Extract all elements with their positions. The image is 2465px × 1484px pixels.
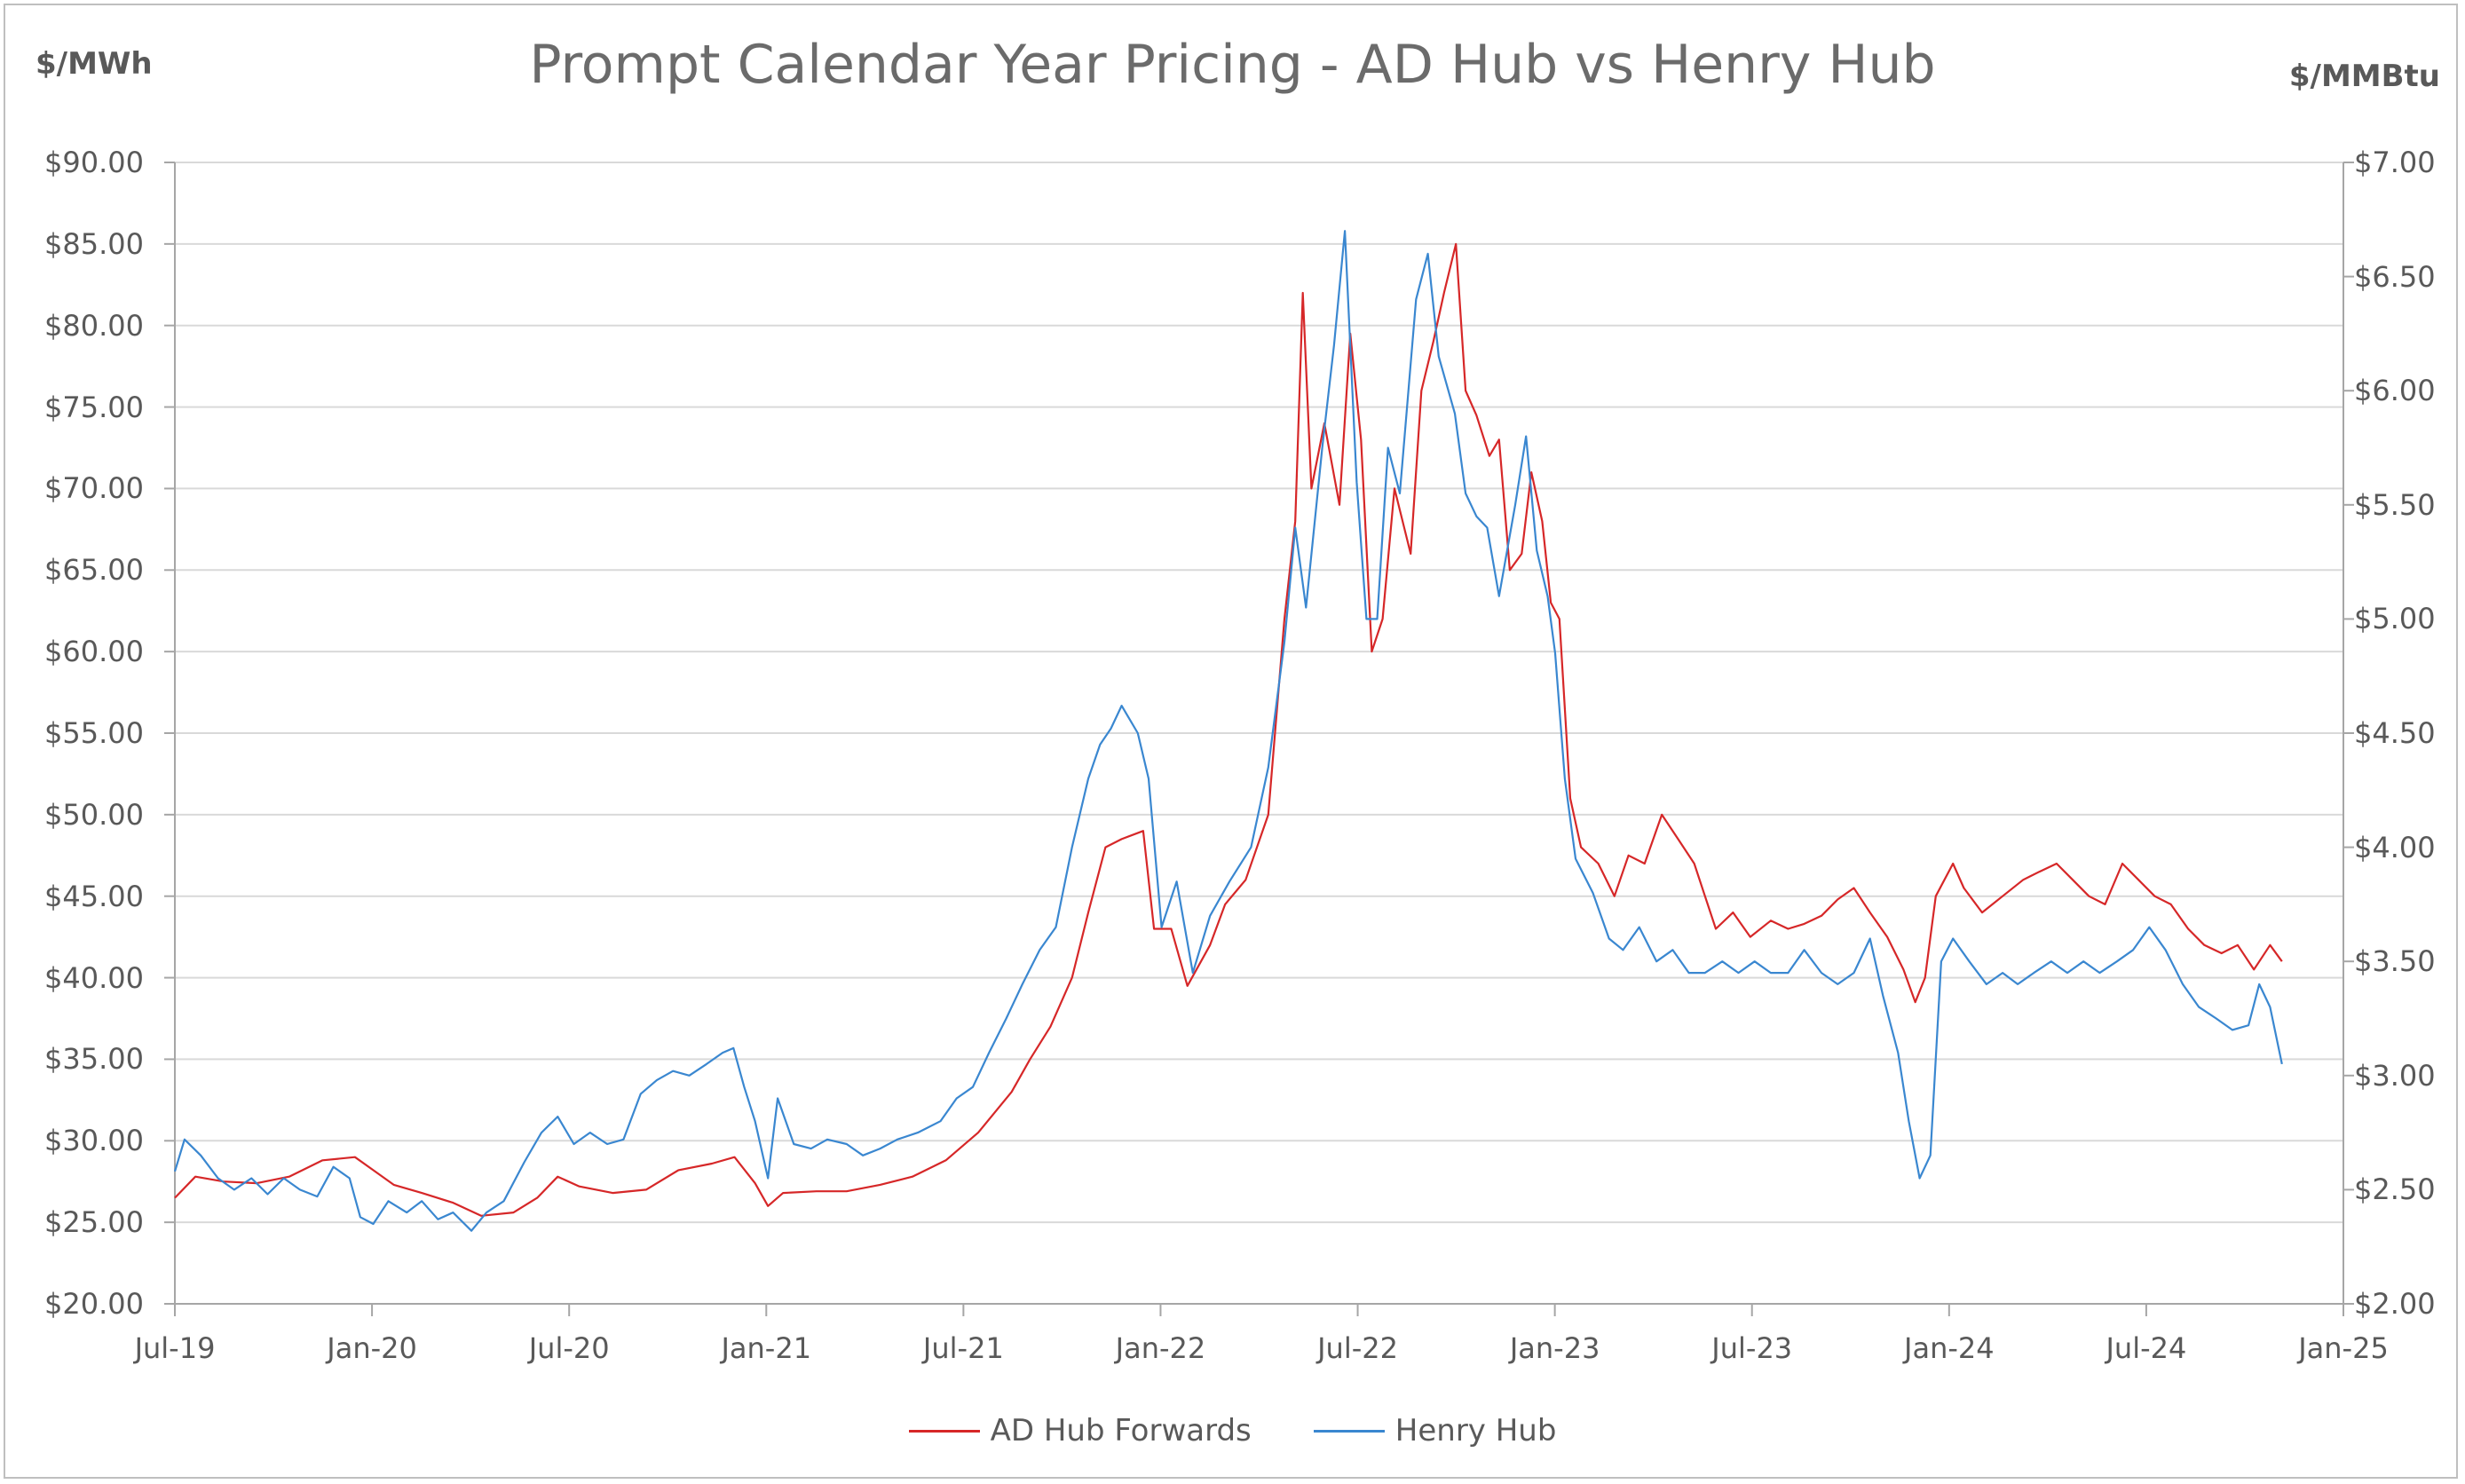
legend-label-ad-hub: AD Hub Forwards <box>990 1413 1252 1448</box>
legend-swatch-ad-hub <box>908 1429 980 1433</box>
right-tick-label: $7.00 <box>2354 146 2436 179</box>
left-tick-label: $85.00 <box>44 226 144 261</box>
x-tick-label: Jul-24 <box>2106 1331 2187 1365</box>
right-tick-label: $2.00 <box>2354 1287 2436 1321</box>
left-tick-label: $35.00 <box>44 1042 144 1077</box>
chart-frame <box>4 4 2458 1479</box>
right-axis-unit: $/MMBtu <box>2288 59 2440 94</box>
legend-item-ad-hub: AD Hub Forwards <box>908 1413 1252 1448</box>
left-tick-label: $70.00 <box>44 471 144 506</box>
left-tick-label: $65.00 <box>44 553 144 588</box>
chart-title: Prompt Calendar Year Pricing - AD Hub vs… <box>529 34 1936 96</box>
legend-item-henry-hub: Henry Hub <box>1313 1413 1557 1448</box>
right-tick-label: $3.50 <box>2354 944 2436 979</box>
x-tick-label: Jan-24 <box>1904 1331 1995 1365</box>
right-tick-label: $6.50 <box>2354 259 2436 294</box>
right-tick-label: $3.00 <box>2354 1058 2436 1093</box>
x-tick-label: Jul-21 <box>922 1331 1004 1365</box>
left-tick-label: $75.00 <box>44 390 144 424</box>
left-tick-label: $90.00 <box>44 146 144 179</box>
legend-swatch-henry-hub <box>1313 1429 1385 1433</box>
left-tick-label: $40.00 <box>44 960 144 995</box>
legend: AD Hub Forwards Henry Hub <box>0 1413 2465 1448</box>
left-tick-label: $45.00 <box>44 879 144 913</box>
series-line-ad-hub-forwards <box>174 242 2283 1217</box>
left-tick-label: $50.00 <box>44 797 144 832</box>
x-tick-label: Jul-19 <box>134 1331 216 1365</box>
left-tick-label: $55.00 <box>44 716 144 750</box>
right-tick-label: $2.50 <box>2354 1172 2436 1207</box>
left-axis-unit: $/MWh <box>36 46 153 82</box>
x-tick-label: Jan-21 <box>721 1331 812 1365</box>
right-tick-label: $5.50 <box>2354 487 2436 522</box>
right-tick-label: $6.00 <box>2354 374 2436 408</box>
left-tick-label: $25.00 <box>44 1205 144 1240</box>
x-tick-label: Jul-20 <box>528 1331 610 1365</box>
x-tick-label: Jan-20 <box>327 1331 417 1365</box>
legend-label-henry-hub: Henry Hub <box>1394 1413 1557 1448</box>
x-tick-label: Jan-25 <box>2298 1331 2389 1365</box>
right-tick-label: $4.50 <box>2354 716 2436 750</box>
x-tick-label: Jul-22 <box>1317 1331 1398 1365</box>
right-tick-label: $5.00 <box>2354 602 2436 636</box>
series-line-henry-hub <box>173 230 2283 1232</box>
x-tick-label: Jan-22 <box>1115 1331 1206 1365</box>
left-tick-label: $80.00 <box>44 308 144 343</box>
x-tick-label: Jan-23 <box>1509 1331 1600 1365</box>
left-tick-label: $60.00 <box>44 635 144 669</box>
left-tick-label: $30.00 <box>44 1124 144 1158</box>
left-tick-label: $20.00 <box>44 1287 144 1321</box>
right-tick-label: $4.00 <box>2354 830 2436 864</box>
x-tick-label: Jul-23 <box>1711 1331 1793 1365</box>
